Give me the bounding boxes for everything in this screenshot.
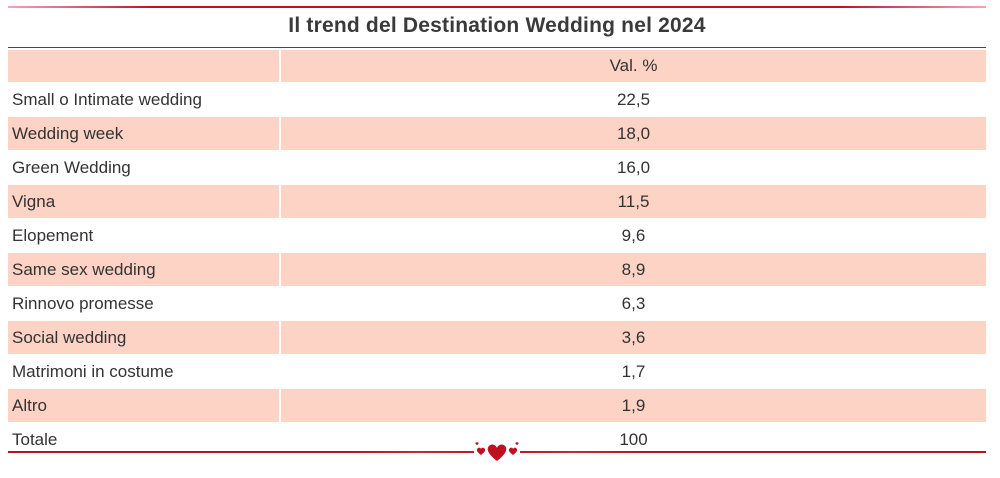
row-label: Altro	[8, 388, 281, 423]
row-label: Wedding week	[8, 116, 281, 151]
title-divider	[8, 47, 986, 48]
row-label: Green Wedding	[8, 150, 281, 185]
row-value: 1,9	[280, 388, 986, 423]
row-value: 11,5	[280, 184, 986, 219]
table-row: Rinnovo promesse 6,3	[8, 286, 986, 321]
table-row: Altro 1,9	[8, 388, 986, 423]
header-row: Val. %	[8, 50, 986, 83]
table-row: Matrimoni in costume 1,7	[8, 354, 986, 389]
row-value: 1,7	[280, 354, 986, 389]
row-label: Same sex wedding	[8, 252, 281, 287]
row-value: 8,9	[280, 252, 986, 287]
table-title: Il trend del Destination Wedding nel 202…	[288, 14, 706, 37]
top-divider	[8, 6, 986, 8]
row-label: Matrimoni in costume	[8, 354, 281, 389]
row-value: 3,6	[280, 320, 986, 355]
row-value: 18,0	[280, 116, 986, 151]
table-row: Vigna 11,5	[8, 184, 986, 219]
row-value: 6,3	[280, 286, 986, 321]
row-label: Social wedding	[8, 320, 281, 355]
table-row: Social wedding 3,6	[8, 320, 986, 355]
row-label: Small o Intimate wedding	[8, 82, 281, 117]
column-header-label	[8, 50, 281, 83]
table-row: Wedding week 18,0	[8, 116, 986, 151]
data-table: Val. % Small o Intimate wedding 22,5 Wed…	[8, 50, 986, 457]
hearts-icon	[474, 441, 520, 463]
row-value: 9,6	[280, 218, 986, 253]
row-label: Elopement	[8, 218, 281, 253]
row-value: 16,0	[280, 150, 986, 185]
table-row: Elopement 9,6	[8, 218, 986, 253]
row-value: 22,5	[280, 82, 986, 117]
row-label: Rinnovo promesse	[8, 286, 281, 321]
table-row: Green Wedding 16,0	[8, 150, 986, 185]
column-header-value: Val. %	[280, 50, 986, 83]
row-label: Vigna	[8, 184, 281, 219]
table-row: Same sex wedding 8,9	[8, 252, 986, 287]
table-row: Small o Intimate wedding 22,5	[8, 82, 986, 117]
